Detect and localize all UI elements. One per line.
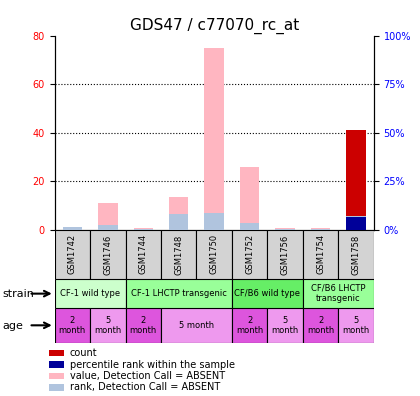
Text: GSM1754: GSM1754 xyxy=(316,234,325,274)
Text: 5 month: 5 month xyxy=(179,321,214,330)
Bar xyxy=(339,308,374,343)
Text: 2
month: 2 month xyxy=(236,316,263,335)
Bar xyxy=(161,230,197,279)
Text: CF/B6 wild type: CF/B6 wild type xyxy=(234,289,300,298)
Title: GDS47 / c77070_rc_at: GDS47 / c77070_rc_at xyxy=(130,18,299,34)
Bar xyxy=(50,373,64,379)
Bar xyxy=(346,130,366,230)
Text: percentile rank within the sample: percentile rank within the sample xyxy=(70,360,235,369)
Bar xyxy=(50,384,64,390)
Bar xyxy=(240,223,260,230)
Bar xyxy=(339,230,374,279)
Bar xyxy=(50,350,64,356)
Text: GSM1758: GSM1758 xyxy=(352,234,360,274)
Bar xyxy=(134,229,153,230)
Bar xyxy=(55,279,126,308)
Bar xyxy=(169,197,189,230)
Text: GSM1742: GSM1742 xyxy=(68,234,77,274)
Text: CF/B6 LHCTP
transgenic: CF/B6 LHCTP transgenic xyxy=(311,284,365,303)
Bar xyxy=(126,308,161,343)
Text: strain: strain xyxy=(2,289,34,299)
Bar xyxy=(197,230,232,279)
Bar xyxy=(205,48,224,230)
Bar xyxy=(268,308,303,343)
Bar xyxy=(276,229,295,230)
Bar xyxy=(346,217,366,230)
Bar xyxy=(126,230,161,279)
Bar xyxy=(346,215,366,230)
Bar xyxy=(311,228,331,230)
Bar xyxy=(98,225,118,230)
Bar xyxy=(268,230,303,279)
Bar xyxy=(205,213,224,230)
Bar xyxy=(126,279,232,308)
Text: GSM1746: GSM1746 xyxy=(103,234,112,274)
Bar xyxy=(50,362,64,367)
Text: rank, Detection Call = ABSENT: rank, Detection Call = ABSENT xyxy=(70,383,220,392)
Bar xyxy=(303,279,374,308)
Bar xyxy=(55,230,90,279)
Text: CF-1 wild type: CF-1 wild type xyxy=(60,289,120,298)
Text: age: age xyxy=(2,320,23,331)
Bar xyxy=(303,308,339,343)
Bar xyxy=(232,279,303,308)
Text: 5
month: 5 month xyxy=(342,316,370,335)
Text: value, Detection Call = ABSENT: value, Detection Call = ABSENT xyxy=(70,371,225,381)
Bar xyxy=(90,308,126,343)
Bar xyxy=(161,308,232,343)
Text: 5
month: 5 month xyxy=(271,316,299,335)
Bar xyxy=(232,308,268,343)
Text: 2
month: 2 month xyxy=(307,316,334,335)
Text: 5
month: 5 month xyxy=(94,316,121,335)
Text: 2
month: 2 month xyxy=(59,316,86,335)
Bar xyxy=(55,308,90,343)
Bar xyxy=(303,230,339,279)
Text: GSM1744: GSM1744 xyxy=(139,234,148,274)
Bar xyxy=(169,214,189,230)
Text: CF-1 LHCTP transgenic: CF-1 LHCTP transgenic xyxy=(131,289,227,298)
Text: GSM1756: GSM1756 xyxy=(281,234,290,274)
Bar xyxy=(63,228,82,230)
Bar xyxy=(232,230,268,279)
Bar xyxy=(90,230,126,279)
Text: 2
month: 2 month xyxy=(130,316,157,335)
Text: GSM1750: GSM1750 xyxy=(210,234,219,274)
Bar xyxy=(63,227,82,230)
Text: GSM1748: GSM1748 xyxy=(174,234,183,274)
Bar xyxy=(134,228,153,230)
Text: GSM1752: GSM1752 xyxy=(245,234,254,274)
Bar xyxy=(311,229,331,230)
Bar xyxy=(346,216,366,230)
Bar xyxy=(276,228,295,230)
Bar xyxy=(98,203,118,230)
Text: count: count xyxy=(70,348,97,358)
Bar xyxy=(240,167,260,230)
